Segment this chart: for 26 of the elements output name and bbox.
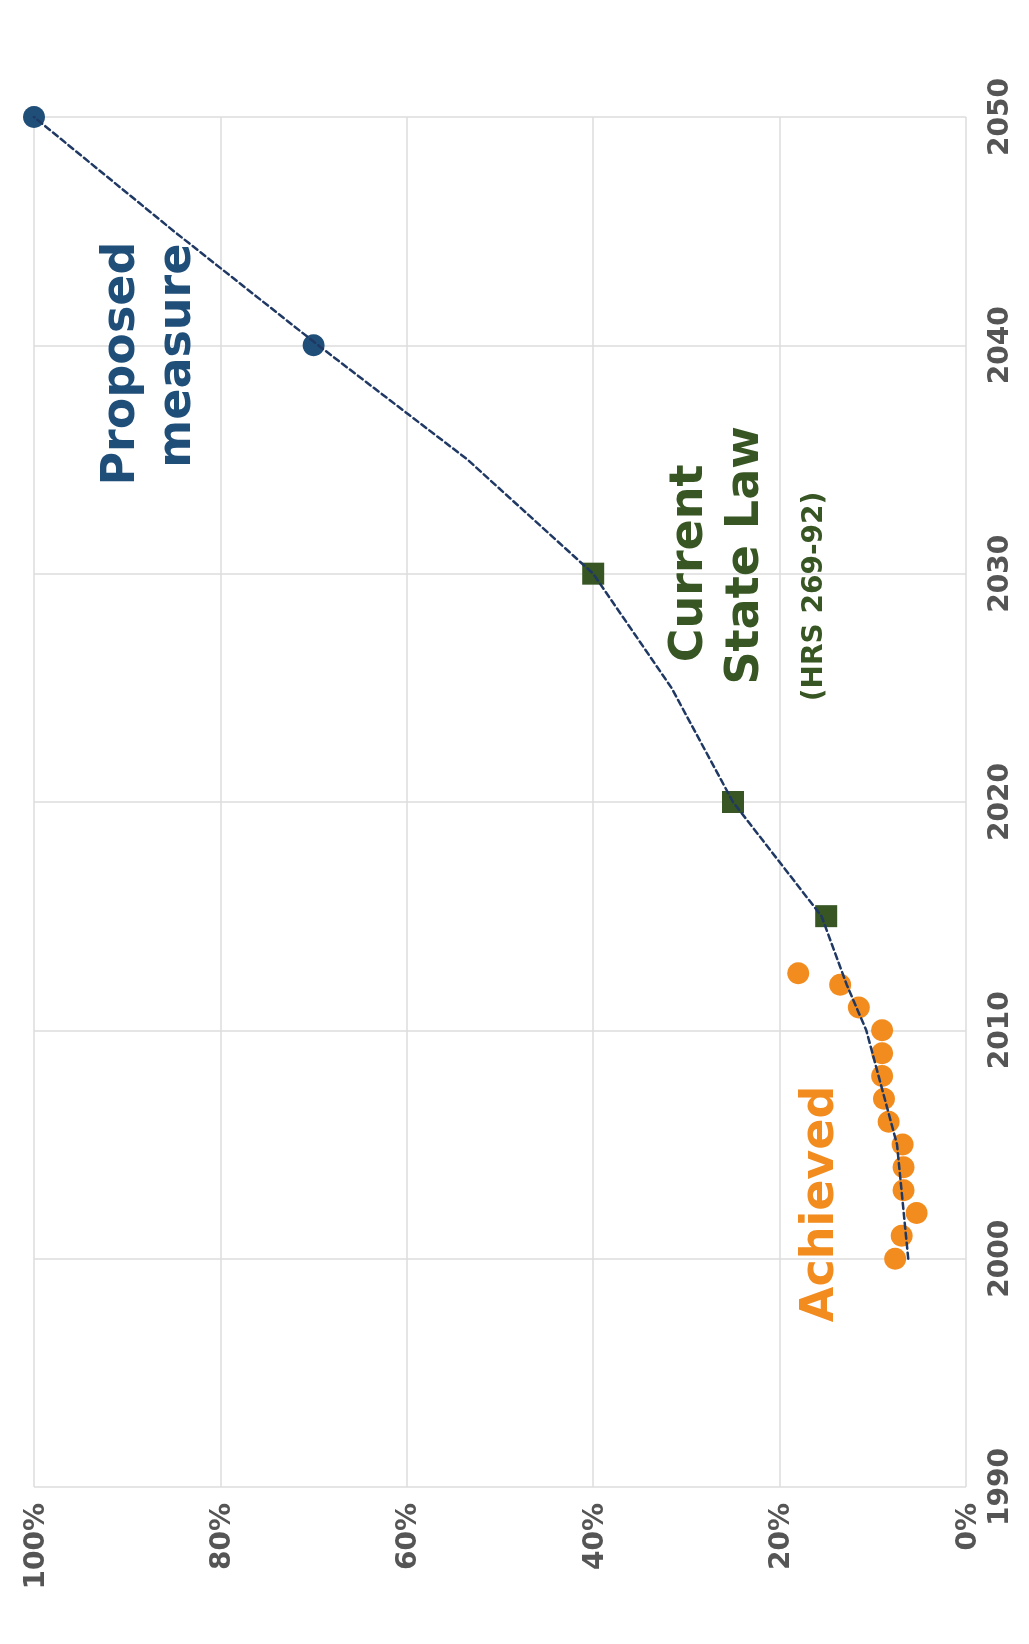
y-tick-label: 2030 — [981, 534, 1015, 613]
x-tick-label: 0% — [949, 1503, 983, 1551]
point — [815, 905, 838, 928]
text: Achieved — [789, 1085, 844, 1323]
point — [23, 106, 45, 128]
x-tick-label: 80% — [203, 1503, 237, 1571]
y-tick-label: 1990 — [981, 1448, 1015, 1526]
x-tick-label: 40% — [576, 1503, 610, 1571]
y-tick-label: 2020 — [981, 763, 1015, 841]
x-tick-label: 20% — [763, 1503, 797, 1571]
y-tick-label: 2000 — [981, 1219, 1015, 1298]
text: Proposed measure — [90, 241, 201, 486]
text: Current State Law — [659, 426, 770, 685]
y-tick-label: 2050 — [981, 78, 1015, 156]
point — [884, 1247, 907, 1270]
point — [905, 1202, 928, 1224]
annotation: (HRS 269-92) — [795, 491, 829, 702]
point — [871, 1042, 894, 1065]
y-tick-label: 2040 — [981, 306, 1015, 385]
point — [871, 1019, 894, 1042]
x-tick-label: 60% — [390, 1503, 424, 1571]
point — [891, 1133, 914, 1156]
x-tick-label: 100% — [17, 1503, 51, 1590]
point — [787, 962, 810, 985]
y-tick-label: 2010 — [981, 991, 1015, 1070]
point — [829, 973, 852, 996]
